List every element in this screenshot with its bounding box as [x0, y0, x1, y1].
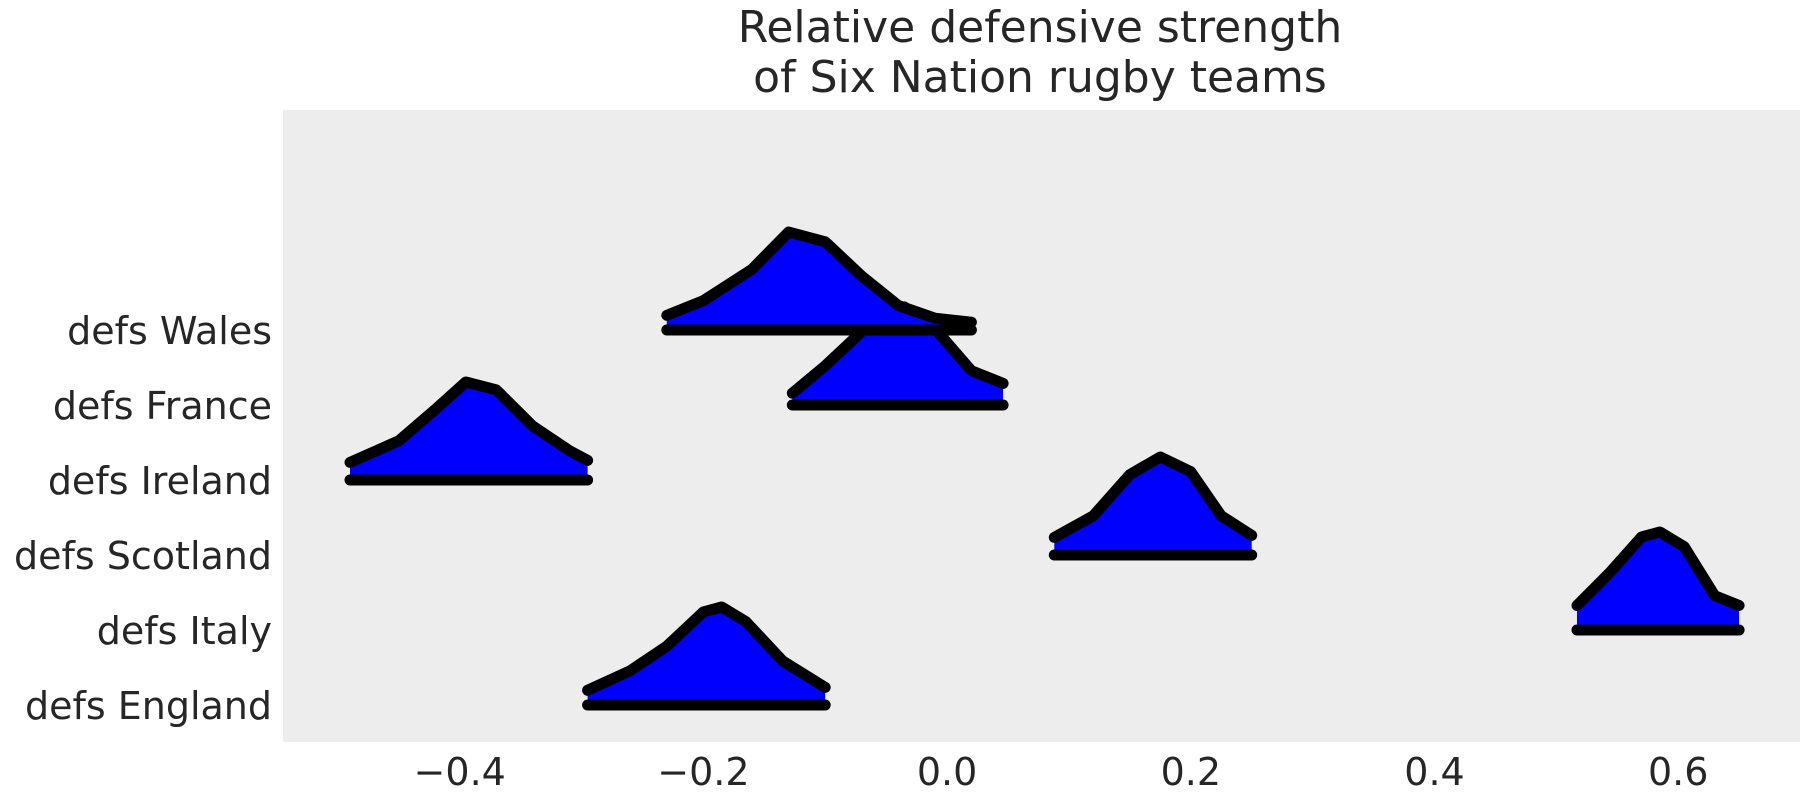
ridge-fill [350, 382, 588, 480]
ridge-fill [1054, 457, 1252, 555]
ridge-fill [587, 607, 826, 705]
ridge-defs-wales [661, 226, 977, 336]
ridge-outline [661, 226, 977, 328]
y-label-defs-scotland: defs Scotland [14, 534, 272, 578]
ridges-group [344, 226, 1745, 711]
y-tick-labels: defs England defs Italy defs Scotland defs … [14, 309, 272, 728]
x-tick-label: 0.2 [1161, 750, 1221, 794]
ridge-outline [344, 376, 594, 468]
x-tick-label: 0.0 [917, 750, 977, 794]
chart-title-line-2: of Six Nation rugby teams [753, 52, 1327, 103]
y-label-defs-england: defs England [25, 684, 272, 728]
x-tick-labels: −0.4 −0.2 0.0 0.2 0.4 0.6 [414, 750, 1709, 794]
chart-title-line-1: Relative defensive strength [738, 2, 1342, 53]
y-label-defs-france: defs France [53, 384, 272, 428]
x-tick-label: −0.4 [414, 750, 506, 794]
x-tick-label: 0.6 [1648, 750, 1708, 794]
ridge-defs-ireland [344, 376, 594, 486]
y-label-defs-wales: defs Wales [67, 309, 272, 353]
y-label-defs-ireland: defs Ireland [48, 459, 272, 503]
ridge-fill [1577, 532, 1740, 630]
x-tick-label: 0.4 [1404, 750, 1464, 794]
ridge-outline [1571, 526, 1745, 611]
ridge-defs-scotland [1048, 451, 1258, 561]
x-tick-label: −0.2 [657, 750, 749, 794]
ridge-defs-england [582, 601, 831, 711]
ridge-outline [582, 601, 831, 696]
ridge-defs-italy [1571, 526, 1745, 636]
y-label-defs-italy: defs Italy [97, 609, 272, 653]
ridge-fill [792, 307, 1004, 405]
ridge-outline [1048, 451, 1258, 543]
